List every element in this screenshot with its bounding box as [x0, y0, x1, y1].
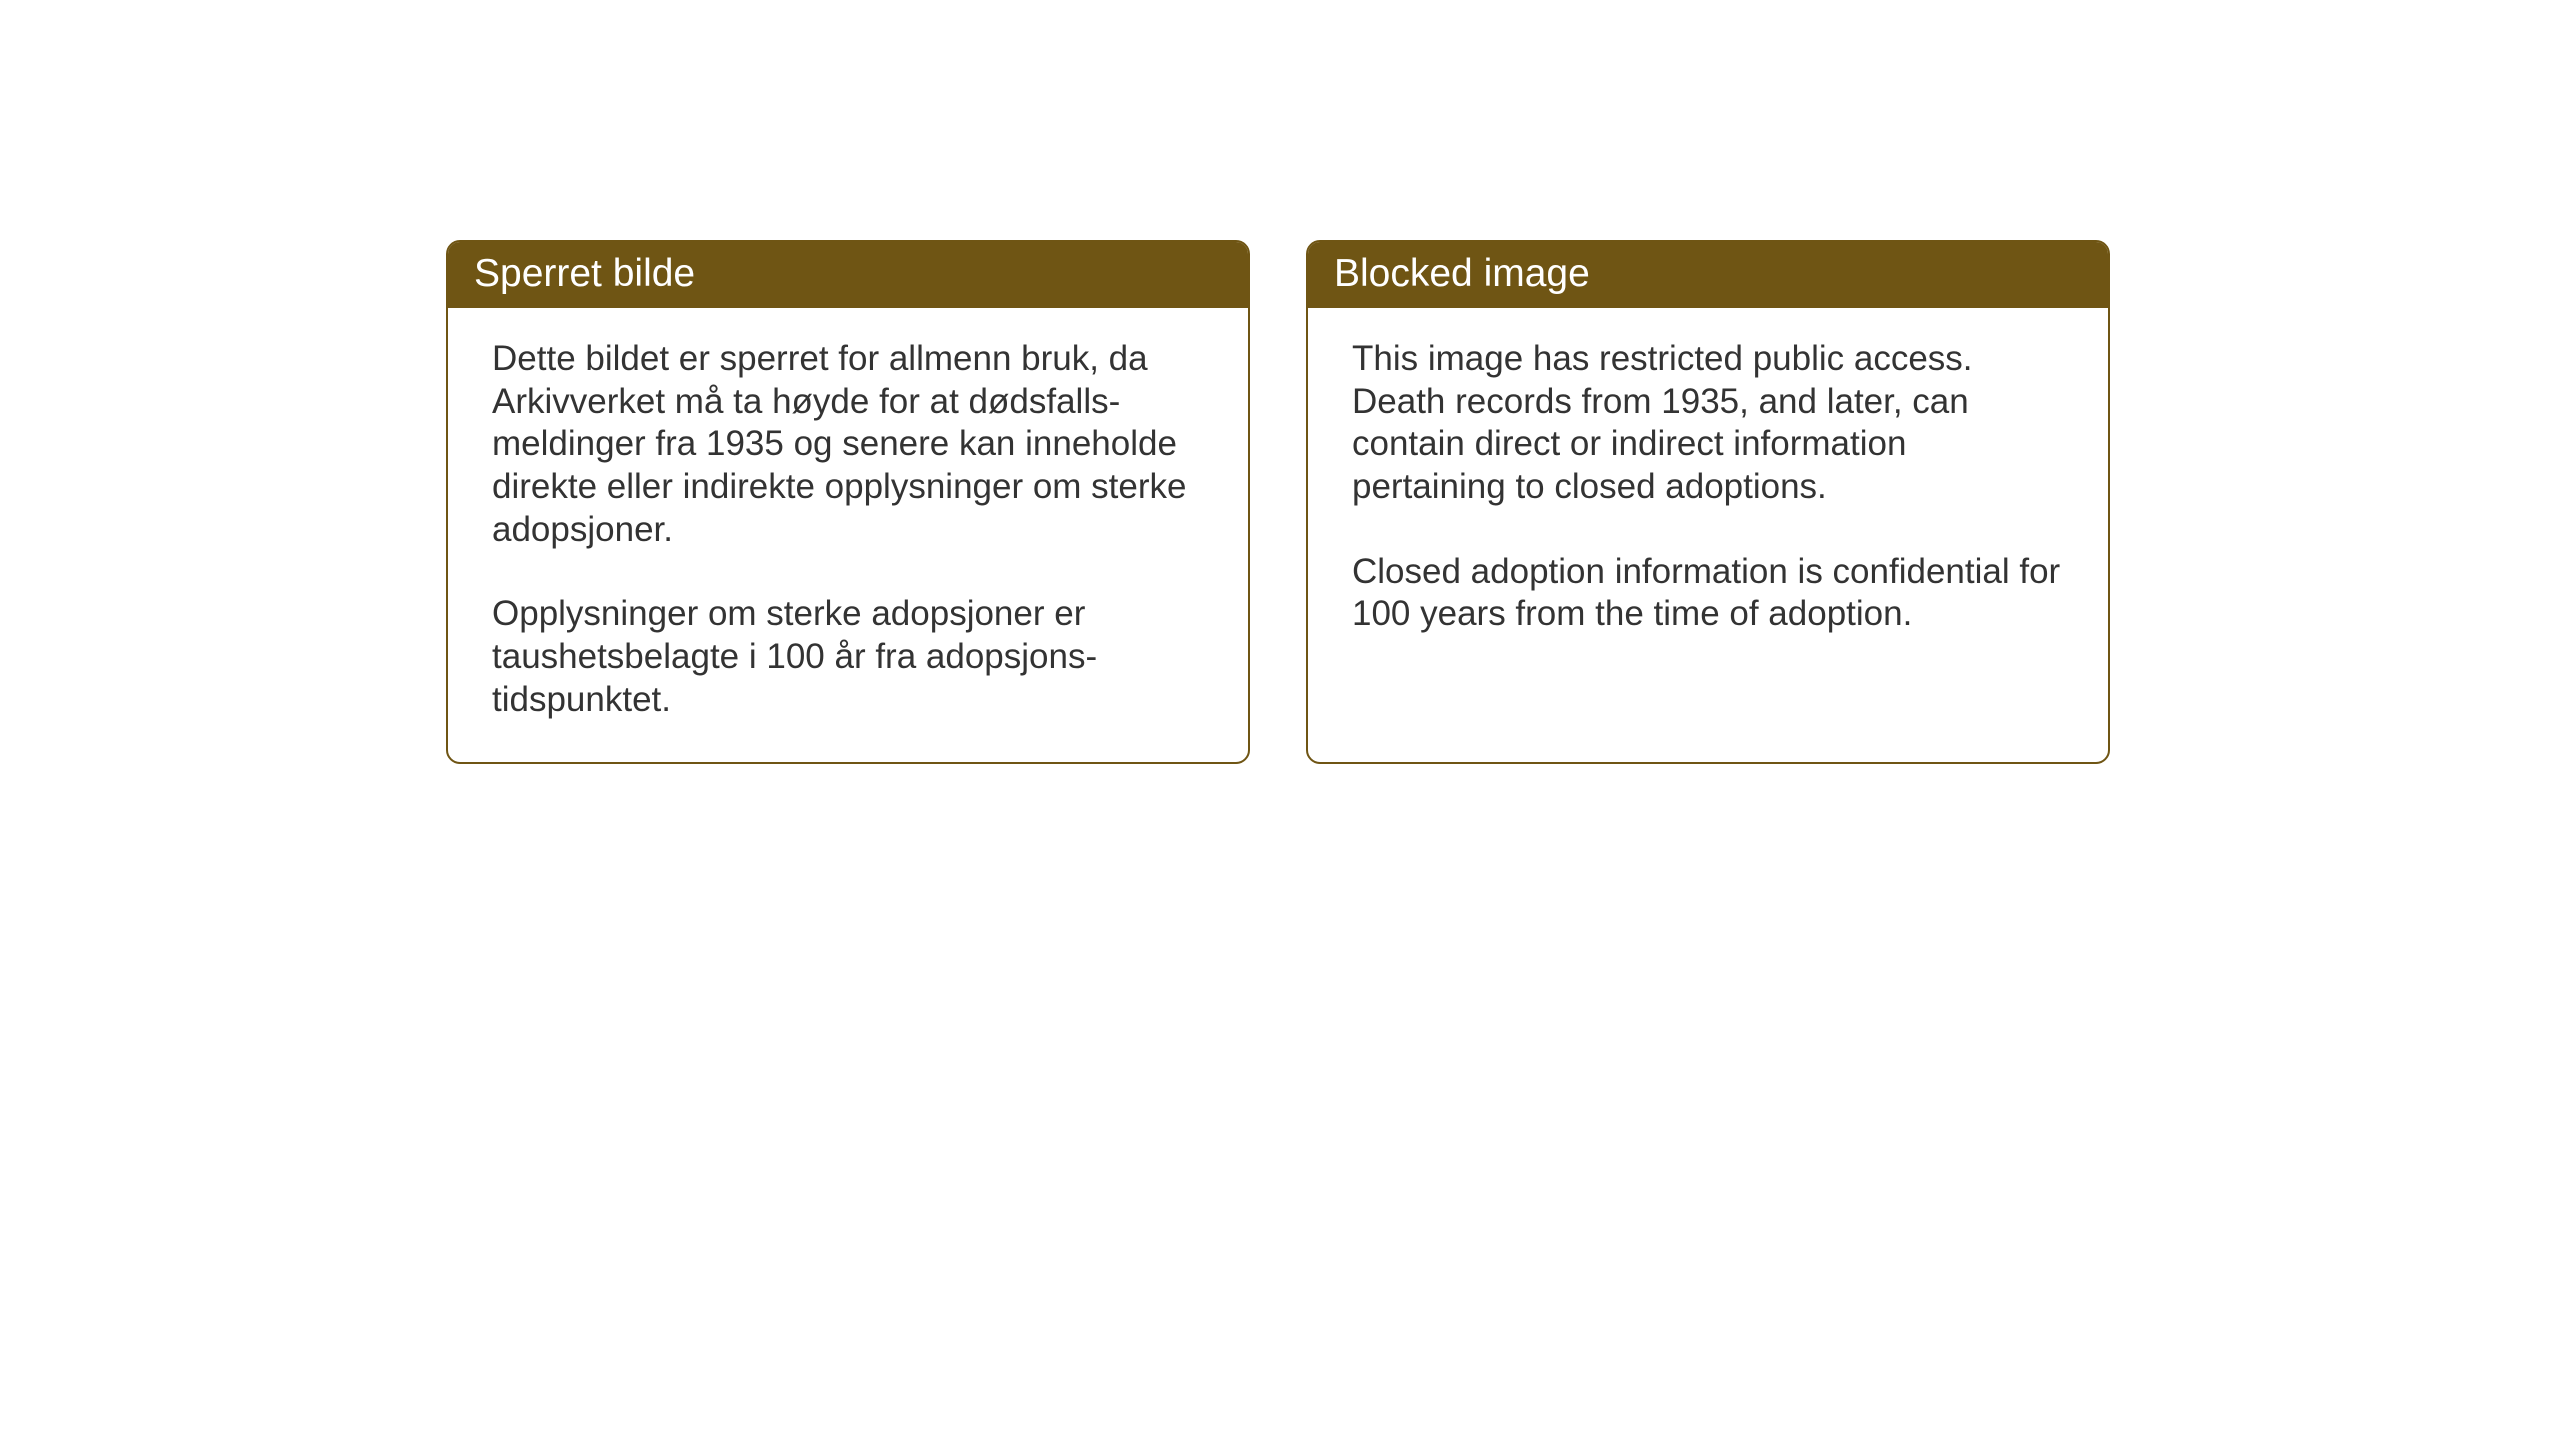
- card-paragraph: Opplysninger om sterke adopsjoner er tau…: [492, 593, 1204, 721]
- card-title: Blocked image: [1308, 242, 2108, 308]
- notice-cards-container: Sperret bilde Dette bildet er sperret fo…: [446, 240, 2560, 764]
- notice-card-english: Blocked image This image has restricted …: [1306, 240, 2110, 764]
- card-title: Sperret bilde: [448, 242, 1248, 308]
- notice-card-norwegian: Sperret bilde Dette bildet er sperret fo…: [446, 240, 1250, 764]
- card-body: Dette bildet er sperret for allmenn bruk…: [448, 308, 1248, 762]
- card-paragraph: Closed adoption information is confident…: [1352, 551, 2064, 636]
- card-paragraph: Dette bildet er sperret for allmenn bruk…: [492, 338, 1204, 551]
- card-paragraph: This image has restricted public access.…: [1352, 338, 2064, 509]
- card-body: This image has restricted public access.…: [1308, 308, 2108, 748]
